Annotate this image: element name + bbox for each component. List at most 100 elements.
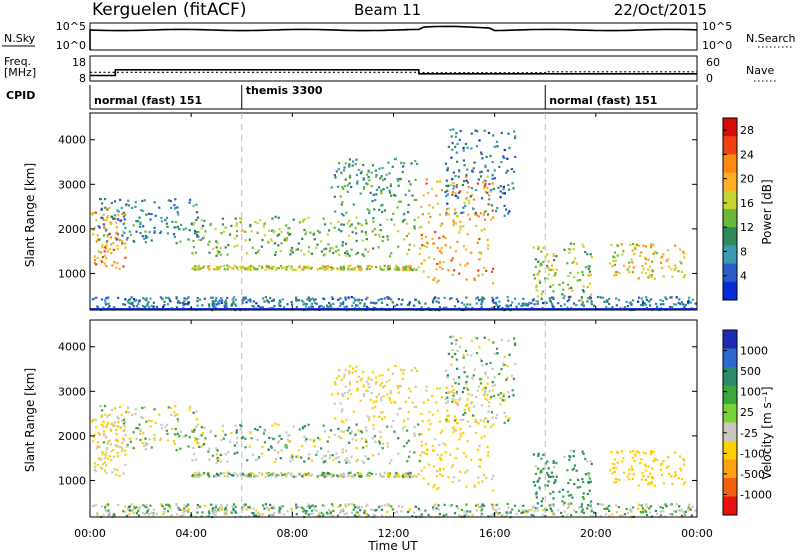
heatmap-cell: [553, 274, 556, 277]
heatmap-cell: [117, 503, 120, 506]
heatmap-cell: [223, 511, 226, 514]
heatmap-cell: [201, 266, 204, 269]
heatmap-cell: [478, 299, 481, 302]
heatmap-cell: [170, 206, 173, 209]
heatmap-cell: [220, 508, 223, 511]
heatmap-cell: [271, 436, 274, 439]
heatmap-cell: [233, 296, 236, 299]
heatmap-cell: [124, 226, 127, 230]
heatmap-cell: [167, 503, 170, 506]
heatmap-cell: [508, 417, 511, 420]
heatmap-cell: [587, 274, 591, 277]
heatmap-cell: [93, 469, 96, 472]
heatmap-cell: [337, 456, 340, 459]
heatmap-cell: [175, 513, 179, 516]
heatmap-cell: [370, 508, 373, 511]
heatmap-cell: [366, 173, 369, 176]
heatmap-cell: [321, 514, 325, 517]
heatmap-cell: [263, 441, 266, 444]
heatmap-cell: [267, 448, 270, 451]
heatmap-cell: [313, 299, 316, 302]
heatmap-cell: [131, 303, 134, 306]
colorbar-band: [723, 154, 737, 174]
heatmap-cell: [379, 475, 382, 478]
heatmap-cell: [514, 504, 517, 507]
heatmap-cell: [344, 298, 347, 301]
heatmap-cell: [211, 300, 214, 303]
heatmap-cell: [503, 421, 506, 424]
heatmap-cell: [662, 275, 665, 278]
heatmap-cell: [386, 267, 389, 270]
heatmap-cell: [402, 372, 405, 375]
heatmap-cell: [606, 506, 609, 509]
heatmap-cell: [386, 503, 389, 506]
heatmap-cell: [218, 473, 221, 476]
heatmap-cell: [534, 465, 537, 468]
heatmap-cell: [555, 462, 558, 465]
heatmap-cell: [134, 201, 137, 204]
heatmap-cell: [355, 380, 359, 384]
heatmap-cell: [533, 277, 537, 280]
heatmap-cell: [125, 410, 128, 413]
heatmap-cell: [489, 425, 493, 428]
heatmap-cell: [342, 376, 346, 379]
heatmap-cell: [286, 231, 289, 234]
heatmap-cell: [116, 209, 119, 212]
colorbar-band: [723, 422, 737, 442]
heatmap-cell: [285, 224, 288, 227]
heatmap-cell: [137, 510, 140, 513]
heatmap-cell: [115, 221, 118, 224]
heatmap-cell: [239, 424, 242, 427]
heatmap-cell: [675, 503, 678, 506]
heatmap-cell: [478, 237, 481, 241]
heatmap-cell: [174, 207, 177, 210]
heatmap-cell: [235, 473, 238, 476]
heatmap-cell: [420, 444, 423, 447]
heatmap-cell: [420, 262, 423, 265]
heatmap-cell: [214, 268, 217, 271]
heatmap-cell: [334, 250, 337, 253]
heatmap-cell: [452, 182, 455, 185]
heatmap-cell: [266, 506, 269, 509]
heatmap-cell: [95, 447, 98, 450]
heatmap-cell: [399, 177, 402, 181]
heatmap-cell: [117, 425, 120, 428]
heatmap-cell: [462, 413, 465, 416]
heatmap-cell: [277, 423, 280, 426]
heatmap-cell: [580, 505, 583, 508]
heatmap-cell: [341, 244, 344, 247]
heatmap-cell: [394, 401, 397, 404]
heatmap-cell: [388, 267, 391, 270]
heatmap-cell: [289, 233, 292, 236]
heatmap-cell: [110, 215, 113, 218]
heatmap-cell: [388, 172, 391, 175]
heatmap-cell: [192, 446, 195, 450]
heatmap-cell: [441, 267, 444, 270]
heatmap-cell: [228, 265, 231, 268]
heatmap-cell: [356, 304, 359, 307]
heatmap-cell: [484, 390, 487, 393]
heatmap-cell: [102, 223, 105, 226]
heatmap-cell: [148, 231, 151, 234]
heatmap-cell: [355, 439, 358, 442]
heatmap-cell: [450, 504, 453, 507]
heatmap-cell: [303, 218, 306, 221]
heatmap-cell: [512, 394, 515, 397]
heatmap-cell: [101, 260, 104, 263]
heatmap-cell: [333, 174, 336, 177]
heatmap-cell: [643, 509, 646, 512]
heatmap-cell: [344, 369, 347, 372]
heatmap-cell: [301, 268, 304, 271]
heatmap-cell: [212, 302, 215, 305]
heatmap-cell: [417, 300, 420, 303]
heatmap-cell: [132, 239, 135, 242]
heatmap-cell: [436, 409, 439, 412]
heatmap-cell: [145, 299, 148, 302]
heatmap-cell: [456, 215, 459, 218]
heatmap-cell: [568, 287, 571, 290]
heatmap-cell: [480, 360, 483, 363]
heatmap-cell: [373, 415, 376, 418]
heatmap-cell: [478, 251, 481, 254]
heatmap-cell: [552, 283, 555, 287]
heatmap-cell: [613, 470, 616, 473]
